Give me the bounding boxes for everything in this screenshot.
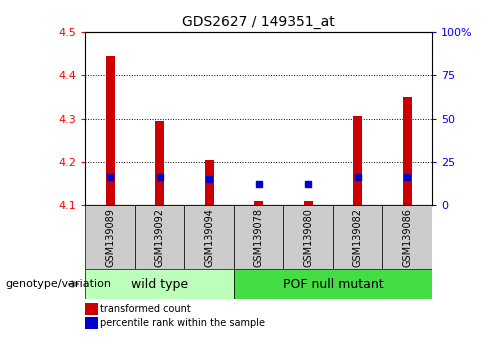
Bar [204, 160, 214, 205]
Text: transformed count: transformed count [100, 304, 191, 314]
Bar [184, 205, 234, 269]
Bar [254, 201, 263, 205]
Bar [155, 121, 164, 205]
Text: GSM139094: GSM139094 [204, 208, 214, 267]
Bar [284, 205, 333, 269]
Text: POF null mutant: POF null mutant [283, 278, 383, 291]
Bar [234, 205, 284, 269]
Bar [85, 303, 98, 315]
Bar [353, 116, 362, 205]
Text: percentile rank within the sample: percentile rank within the sample [100, 318, 265, 328]
Bar [304, 201, 313, 205]
Bar [85, 205, 135, 269]
Bar [234, 269, 432, 299]
Bar [403, 97, 411, 205]
Bar [85, 317, 98, 329]
Bar [383, 205, 432, 269]
Title: GDS2627 / 149351_at: GDS2627 / 149351_at [182, 16, 335, 29]
Text: GSM139080: GSM139080 [303, 208, 313, 267]
Text: GSM139092: GSM139092 [155, 208, 164, 267]
Text: GSM139082: GSM139082 [353, 208, 363, 267]
Text: wild type: wild type [131, 278, 188, 291]
Bar [333, 205, 383, 269]
Bar [106, 56, 115, 205]
Text: GSM139078: GSM139078 [254, 208, 264, 267]
Text: GSM139089: GSM139089 [105, 208, 115, 267]
Text: genotype/variation: genotype/variation [5, 279, 111, 289]
Text: GSM139086: GSM139086 [402, 208, 412, 267]
Bar [135, 205, 184, 269]
Bar [85, 269, 234, 299]
